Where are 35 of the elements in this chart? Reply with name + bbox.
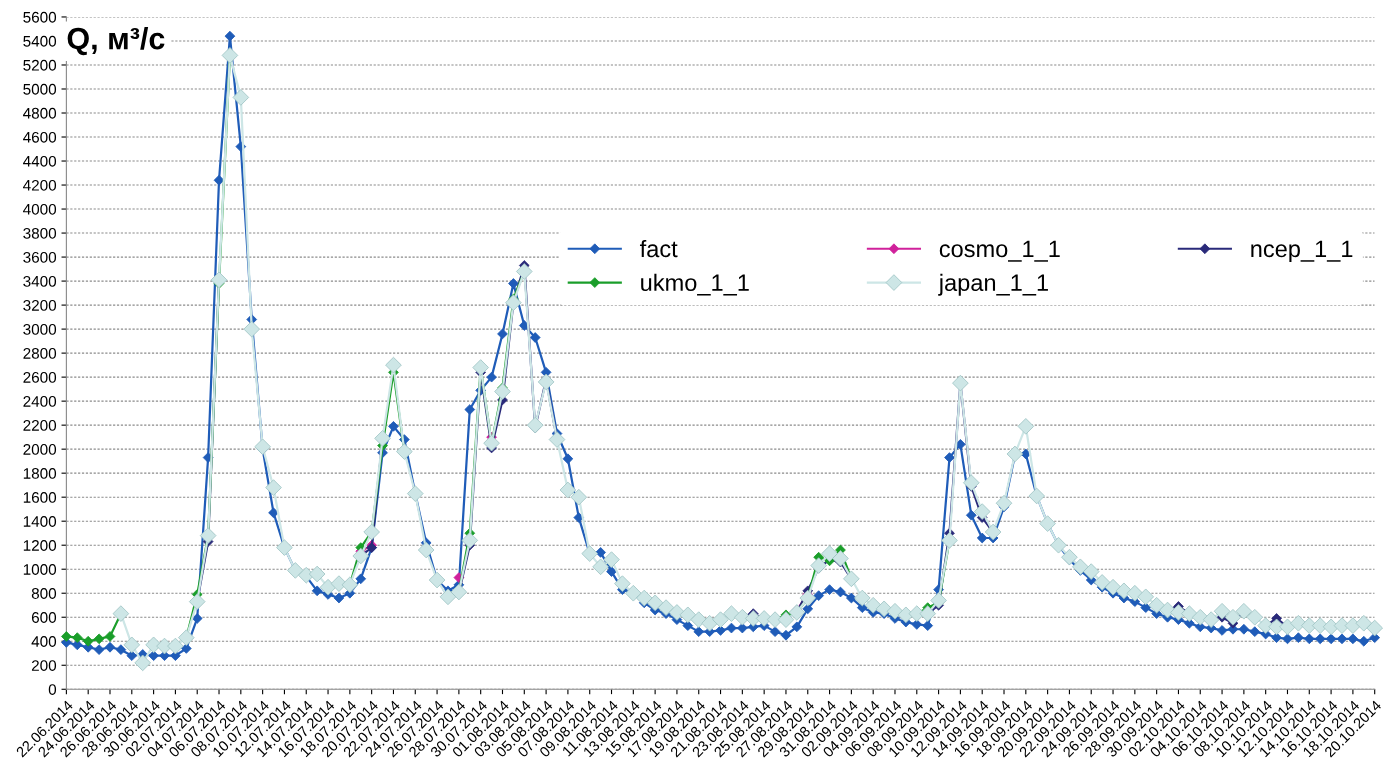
y-tick-label: 1400 xyxy=(23,516,57,527)
y-tick-label: 5200 xyxy=(23,59,57,71)
y-tick-label: 400 xyxy=(31,636,57,647)
y-tick-label: 1600 xyxy=(23,492,57,503)
y-tick-label: 0 xyxy=(48,684,57,695)
legend-label: fact xyxy=(639,239,678,258)
y-tick-label: 3400 xyxy=(23,275,57,287)
legend-label: ukmo_1_1 xyxy=(641,273,749,296)
y-tick-label: 4600 xyxy=(23,131,57,143)
y-tick-label: 600 xyxy=(31,612,57,623)
y-tick-label: 3600 xyxy=(23,251,57,263)
y-tick-label: 800 xyxy=(31,588,57,599)
y-tick-label: 2000 xyxy=(23,444,57,455)
y-tick-label: 5000 xyxy=(23,83,57,95)
y-tick-label: 2200 xyxy=(23,420,57,431)
legend-label: japan_1_1 xyxy=(938,273,1048,296)
y-tick-label: 4200 xyxy=(23,179,57,191)
y-tick-label: 2600 xyxy=(23,372,57,383)
y-tick-label: 2400 xyxy=(23,396,57,407)
legend-label: cosmo_1_1 xyxy=(939,240,1060,262)
y-tick-label: 1800 xyxy=(23,468,57,479)
y-tick-label: 200 xyxy=(31,660,57,671)
y-tick-label: 5600 xyxy=(23,11,57,23)
y-tick-label: 4000 xyxy=(23,203,57,215)
y-tick-label: 3000 xyxy=(23,323,57,335)
y-axis-title: Q, м³/с xyxy=(67,27,165,56)
y-tick-label: 3200 xyxy=(23,299,57,311)
y-tick-label: 2800 xyxy=(23,347,57,359)
y-tick-label: 1200 xyxy=(23,540,57,551)
y-tick-label: 4400 xyxy=(23,155,57,167)
y-tick-label: 3800 xyxy=(23,227,57,239)
y-tick-label: 1000 xyxy=(23,564,57,575)
y-tick-label: 4800 xyxy=(23,107,57,119)
legend-label: ncep_1_1 xyxy=(1251,240,1353,262)
y-tick-label: 5400 xyxy=(23,35,57,47)
